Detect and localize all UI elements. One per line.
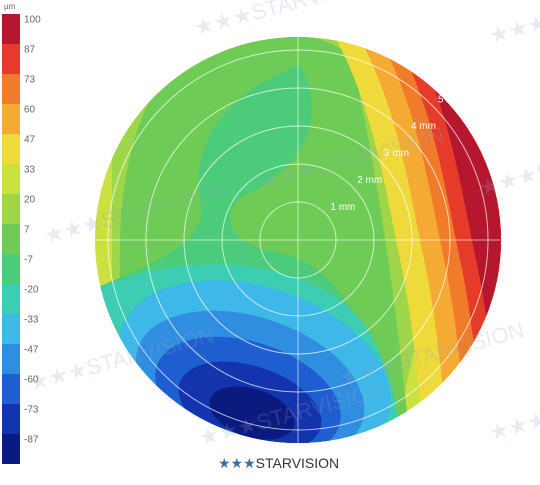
colorbar-swatch [2,374,20,404]
ring [183,125,413,355]
watermark: ★★★STARVISION [486,0,540,48]
colorbar-label: -60 [24,375,39,386]
watermark-brand: STARVISION [248,0,381,25]
colorbar-label: -33 [24,315,39,326]
watermark-stars: ★★★ [486,406,540,445]
colorbar-swatch [2,134,20,164]
footer-stars: ★★★ [218,455,256,471]
colorbar-swatch [2,14,20,44]
colorbar-swatch [2,44,20,74]
colorbar-label: 73 [24,75,36,86]
ring-label: 4 mm [411,121,436,132]
unit-label: µm [4,2,16,11]
watermark: ★★★STARVISION [191,0,381,40]
ring [145,87,451,393]
colorbar-label: -47 [24,345,39,356]
colorbar-label: 60 [24,105,36,116]
colorbar-swatch [2,284,20,314]
ring [107,49,489,431]
colorbar-label: -87 [24,435,39,446]
colorbar-label: -20 [24,285,39,296]
colorbar-swatch [2,254,20,284]
ring-label: 3 mm [384,148,409,159]
ring-label: 2 mm [357,175,382,186]
footer-brand: STARVISION [256,455,340,471]
colorbar-swatch [2,194,20,224]
colorbar-swatch [2,164,20,194]
colorbar-swatch [2,314,20,344]
ring [259,201,337,279]
footer: ★★★STARVISION [218,455,339,471]
colorbar-swatch [2,344,20,374]
colorbar: 100 87 73 60 47 33 20 7 -7 -20 -33 -47 -60 -73 -87 [2,14,41,464]
watermark-stars: ★★★ [486,9,540,48]
watermark-stars: ★★★ [26,356,90,395]
colorbar-label: 33 [24,165,36,176]
colorbar-swatch [2,74,20,104]
colorbar-swatch [2,404,20,434]
contour-region [209,386,295,440]
colorbar-label: -7 [24,255,33,266]
colorbar-label: 20 [24,195,36,206]
colorbar-label: 100 [24,15,41,26]
colorbar-label: 7 [24,225,30,236]
watermark: ★★★STARVISION [486,372,540,445]
colorbar-swatch [2,104,20,134]
ring-label: 5 mm [438,94,463,105]
colorbar-swatch [2,434,20,464]
ring-grid: 1 mm 2 mm 3 mm 4 mm 5 mm [95,37,501,443]
ring [221,163,375,317]
colorbar-label: 47 [24,135,36,146]
watermark-stars: ★★★ [191,1,255,40]
colorbar-swatch [2,224,20,254]
colorbar-label: -73 [24,405,39,416]
colorbar-label: 87 [24,45,36,56]
ring-label: 1 mm [330,202,355,213]
